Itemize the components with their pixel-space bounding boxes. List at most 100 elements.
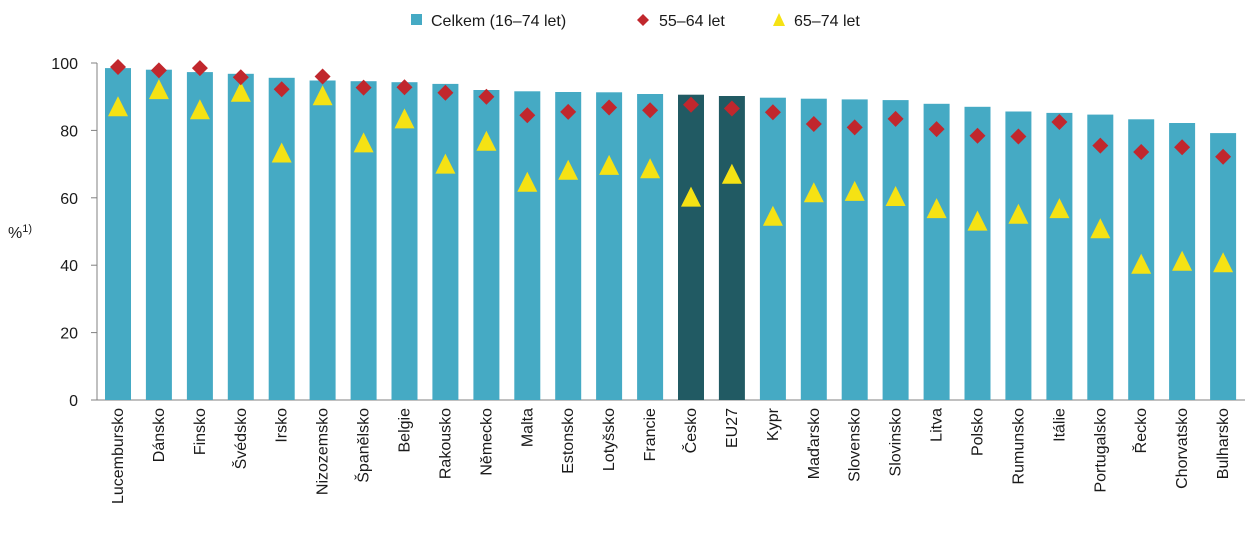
x-tick-label: Bulharsko [1215, 408, 1232, 479]
bar-EU27 [718, 96, 745, 400]
diamond-marker-Francie [642, 102, 659, 119]
diamond-marker-Itálie [1051, 114, 1068, 130]
diamond-marker-Česko [683, 96, 699, 113]
legend-label-65-74: 65–74 let [794, 13, 860, 30]
diamond-marker-Belgie [396, 79, 413, 96]
diamond-marker-Španělsko [355, 79, 372, 96]
markers [108, 59, 1234, 274]
bar-Nizozemsko [309, 80, 336, 400]
bar-Francie [637, 94, 664, 400]
bar-Švédsko [227, 73, 254, 401]
x-tick-label: Nizozemsko [315, 408, 332, 495]
triangle-marker-Bulharsko [1213, 252, 1234, 273]
legend: Celkem (16–74 let) 55–64 let 65–74 let [411, 13, 860, 30]
y-axis-label: %1) [8, 223, 32, 242]
bar-Česko [678, 94, 704, 400]
triangle-marker-Řecko [1131, 253, 1152, 274]
triangle-marker-Slovensko [844, 180, 865, 201]
x-tick-label: Lucembursko [110, 408, 127, 504]
bar-Finsko [186, 72, 213, 400]
x-tick-label: Malta [519, 408, 536, 447]
triangle-marker-Portugalsko [1090, 218, 1111, 239]
y-tick-label: 20 [60, 326, 78, 343]
y-tick-label: 80 [60, 123, 78, 140]
y-tick-label: 100 [51, 56, 78, 73]
x-tick-label: Maďarsko [806, 408, 823, 479]
bar-Rakousko [432, 83, 459, 401]
diamond-marker-Malta [519, 107, 536, 124]
x-tick-label: Estonsko [560, 408, 577, 474]
legend-swatch-65-74 [773, 13, 785, 26]
bar-Portugalsko [1087, 114, 1114, 400]
x-tick-label: EU27 [724, 408, 741, 448]
triangle-marker-Španělsko [353, 132, 374, 153]
diamond-marker-Nizozemsko [314, 68, 331, 85]
diamond-marker-Slovinsko [887, 110, 904, 127]
x-tick-label: Slovinsko [888, 408, 905, 477]
x-tick-label: Itálie [1051, 408, 1068, 442]
y-tick-label: 40 [60, 258, 78, 275]
triangle-marker-Belgie [394, 108, 415, 129]
diamond-marker-Lotyšsko [601, 99, 618, 116]
x-tick-label: Řecko [1131, 408, 1150, 453]
diamond-marker-Finsko [191, 60, 208, 77]
x-tick-label: Litva [929, 408, 946, 442]
bar-Slovensko [841, 99, 868, 401]
diamond-marker-Polsko [969, 127, 986, 144]
x-tick-label: Kypr [765, 407, 782, 441]
bar-Belgie [391, 82, 418, 400]
bar-Lotyšsko [596, 92, 623, 401]
x-tick-label: Slovensko [847, 408, 864, 482]
triangle-marker-Polsko [967, 210, 988, 231]
diamond-marker-Rakousko [437, 84, 454, 101]
diamond-marker-EU27 [723, 100, 740, 117]
x-tick-label: Portugalsko [1092, 408, 1109, 493]
x-tick-label: Francie [642, 408, 659, 461]
triangle-marker-Finsko [189, 99, 210, 120]
diamond-marker-Bulharsko [1215, 148, 1232, 165]
diamond-marker-Rumunsko [1010, 128, 1027, 145]
triangle-marker-Chorvatsko [1172, 250, 1193, 271]
triangle-marker-Rumunsko [1008, 203, 1029, 224]
x-tick-label: Rakousko [437, 408, 454, 479]
triangle-marker-Itálie [1049, 198, 1070, 219]
triangle-marker-Rakousko [435, 153, 456, 174]
triangle-marker-Slovinsko [885, 186, 906, 206]
bar-Itálie [1046, 112, 1073, 401]
x-tick-label: Finsko [192, 408, 209, 455]
bar-Malta [514, 91, 541, 401]
diamond-marker-Litva [928, 121, 945, 138]
x-tick-label: Španělsko [354, 408, 373, 483]
diamond-marker-Švédsko [232, 69, 249, 86]
triangle-marker-Estonsko [558, 159, 579, 180]
x-tick-label: Chorvatsko [1174, 408, 1191, 489]
bar-Slovinsko [882, 100, 909, 400]
bar-Španělsko [350, 81, 377, 400]
triangle-marker-Dánsko [148, 79, 169, 100]
diamond-marker-Maďarsko [805, 116, 822, 132]
bar-Dánsko [145, 69, 172, 400]
diamond-marker-Portugalsko [1092, 137, 1109, 154]
x-tick-label: Německo [478, 408, 495, 476]
triangle-marker-Francie [640, 158, 661, 179]
triangle-marker-Maďarsko [803, 182, 824, 203]
y-tick-label: 60 [60, 191, 78, 208]
diamond-marker-Řecko [1133, 144, 1150, 160]
legend-label-55-64: 55–64 let [659, 13, 725, 30]
x-tick-label: Rumunsko [1010, 408, 1027, 485]
triangle-marker-Kypr [762, 205, 783, 226]
diamond-marker-Lucembursko [110, 59, 126, 75]
triangle-marker-Lucembursko [108, 96, 128, 117]
diamond-marker-Irsko [273, 81, 290, 98]
triangle-marker-Lotyšsko [599, 154, 620, 175]
x-tick-label: Polsko [970, 408, 987, 456]
triangle-marker-Švédsko [230, 81, 251, 102]
bars [105, 68, 1237, 401]
triangle-marker-EU27 [721, 163, 742, 184]
bar-Lucembursko [105, 68, 131, 400]
x-tick-label: Dánsko [151, 408, 168, 462]
x-tick-label: Lotyšsko [601, 408, 618, 471]
triangle-marker-Litva [926, 198, 947, 219]
triangle-marker-Nizozemsko [312, 85, 333, 106]
